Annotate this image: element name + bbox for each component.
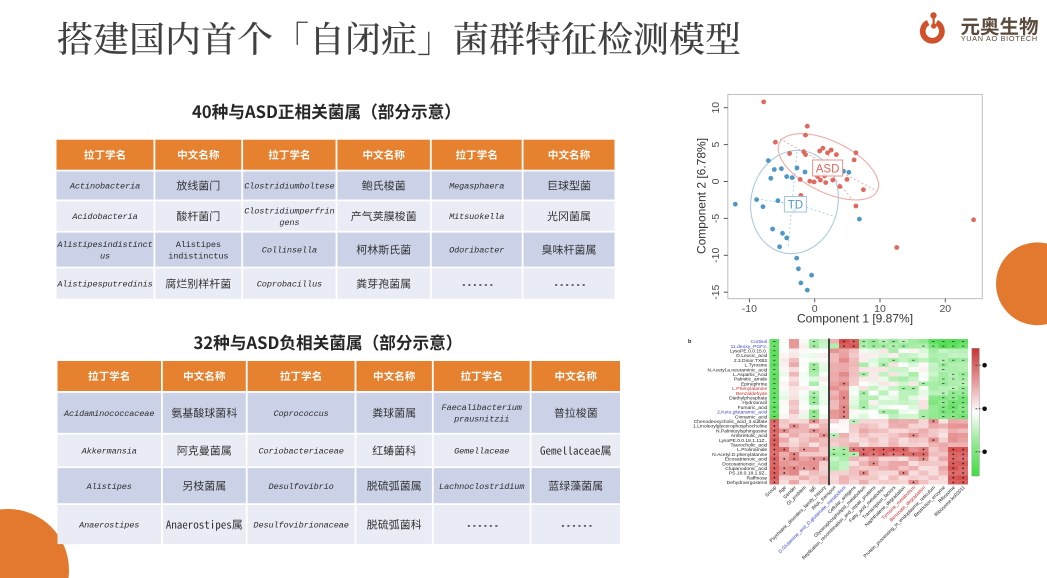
svg-text:Mitsuokella: Mitsuokella <box>449 212 504 222</box>
svg-text:Acidobacteria: Acidobacteria <box>71 212 137 222</box>
svg-text:-15: -15 <box>710 284 722 299</box>
svg-text:Desulfovibrio: Desulfovibrio <box>268 482 333 492</box>
svg-text:Coprococcus: Coprococcus <box>273 409 328 419</box>
svg-text:L.Prolinamide: L.Prolinamide <box>737 447 767 453</box>
svg-text:Desulfovibrionaceae: Desulfovibrionaceae <box>253 521 348 531</box>
svg-text:PS.18.0.18.1.9Z..: PS.18.0.18.1.9Z.. <box>729 471 767 477</box>
svg-text:L.Aspartic_Acid: L.Aspartic_Acid <box>733 372 768 378</box>
svg-text:1.Linoleoylglycerophosphocholi: 1.Linoleoylglycerophosphocholine <box>693 424 767 430</box>
svg-text:Coriobacteriaceae: Coriobacteriaceae <box>258 447 343 457</box>
svg-text:YUAN AO BIOTECH: YUAN AO BIOTECH <box>961 34 1038 43</box>
svg-text:Coprobacillus: Coprobacillus <box>257 280 322 290</box>
svg-text:N.Palmitoylsphingosine: N.Palmitoylsphingosine <box>716 428 768 434</box>
svg-text:11.deoxy_PGF2.: 11.deoxy_PGF2. <box>731 344 768 350</box>
svg-text:Palmitic_amide: Palmitic_amide <box>734 377 768 383</box>
svg-text:Age: Age <box>778 485 789 496</box>
svg-text:Megasphaera: Megasphaera <box>449 182 504 192</box>
svg-text:Alistipesindistinct: Alistipesindistinct <box>56 240 152 250</box>
svg-text:IgE: IgE <box>808 485 817 494</box>
svg-text:Actinobacteria: Actinobacteria <box>69 182 140 192</box>
svg-text:Benzaldehyde: Benzaldehyde <box>736 391 768 397</box>
svg-text:Clostridiumboltese: Clostridiumboltese <box>244 182 334 192</box>
svg-text:Alistipesputredinis: Alistipesputredinis <box>56 280 152 290</box>
svg-text:2.3.Dinor.TXB2: 2.3.Dinor.TXB2 <box>734 358 768 364</box>
svg-text:10: 10 <box>874 303 886 315</box>
svg-text:D.Leucic_acid: D.Leucic_acid <box>736 353 767 359</box>
svg-text:Cinnamic_acid: Cinnamic_acid <box>735 414 768 420</box>
svg-text:Docosatrienoic_Acid: Docosatrienoic_Acid <box>722 461 767 467</box>
svg-text:Diethylphosphate: Diethylphosphate <box>729 395 767 401</box>
svg-text:Anaerostipes: Anaerostipes <box>78 521 139 531</box>
svg-text:Fumaric_acid: Fumaric_acid <box>738 405 768 411</box>
svg-text:Chenodeoxycholic_acid_3.sulfat: Chenodeoxycholic_acid_3.sulfate <box>694 419 768 425</box>
svg-text:gens: gens <box>279 218 299 228</box>
svg-text:Alistipes: Alistipes <box>176 240 221 250</box>
svg-text:TD: TD <box>788 200 803 212</box>
svg-text:-10: -10 <box>742 303 757 315</box>
svg-text:Collinsella: Collinsella <box>262 246 317 256</box>
svg-text:N.Acetyl.a.neuraminic_acid: N.Acetyl.a.neuraminic_acid <box>707 367 767 373</box>
svg-text:Odoribacter: Odoribacter <box>449 246 504 256</box>
svg-text:us: us <box>100 252 110 262</box>
svg-text:-5: -5 <box>710 214 722 223</box>
svg-text:Ambrettolic_acid: Ambrettolic_acid <box>731 433 768 439</box>
svg-text:Epinephrine: Epinephrine <box>741 381 768 387</box>
svg-text:Lachnoclostridium: Lachnoclostridium <box>439 482 524 492</box>
svg-text:ASD: ASD <box>816 163 840 175</box>
svg-text:Clupanodonic_acid: Clupanodonic_acid <box>725 466 767 472</box>
svg-text:10: 10 <box>710 102 722 114</box>
svg-text:Hydrouracil: Hydrouracil <box>742 400 767 406</box>
svg-text:Dehydroergosterol: Dehydroergosterol <box>727 480 768 486</box>
svg-text:b: b <box>688 339 692 345</box>
svg-text:Component 1 [9.87%]: Component 1 [9.87%] <box>797 312 913 326</box>
svg-text:indistinctus: indistinctus <box>168 252 228 262</box>
svg-text:N.Acetyl.D.phenylalanine: N.Acetyl.D.phenylalanine <box>712 452 767 458</box>
svg-text:-10: -10 <box>710 248 722 263</box>
svg-text:L.Phenylalanine: L.Phenylalanine <box>732 386 767 392</box>
svg-text:Gemellaceae: Gemellaceae <box>454 447 509 457</box>
svg-text:Alistipes: Alistipes <box>86 482 132 492</box>
svg-text:Component 2 [6.78%]: Component 2 [6.78%] <box>695 138 709 254</box>
svg-text:Clostridiumperfrin: Clostridiumperfrin <box>244 206 334 216</box>
svg-text:prausnitzii: prausnitzii <box>453 415 509 425</box>
svg-text:2.Keto.glutaramic_acid: 2.Keto.glutaramic_acid <box>717 410 767 416</box>
svg-text:20: 20 <box>939 303 951 315</box>
svg-text:Faecalibacterium: Faecalibacterium <box>442 403 522 413</box>
svg-text:Acidaminococcaceae: Acidaminococcaceae <box>63 409 154 419</box>
svg-text:5: 5 <box>710 142 722 148</box>
svg-text:0: 0 <box>710 178 722 184</box>
svg-text:Akkermansia: Akkermansia <box>81 447 137 457</box>
svg-text:LysoPE.0.0.15.0.: LysoPE.0.0.15.0. <box>730 348 767 354</box>
svg-text:Cortisol: Cortisol <box>751 339 768 345</box>
svg-text:Eicosatrienoic_acid: Eicosatrienoic_acid <box>725 457 768 463</box>
svg-text:0: 0 <box>812 303 818 315</box>
svg-text:L.Tyrosine: L.Tyrosine <box>745 363 768 369</box>
svg-text:Raffinose: Raffinose <box>747 475 768 481</box>
svg-text:Taurocholic_acid: Taurocholic_acid <box>731 442 768 448</box>
svg-text:LysoPE.0.0.18.1.11Z..: LysoPE.0.0.18.1.11Z.. <box>719 438 767 444</box>
